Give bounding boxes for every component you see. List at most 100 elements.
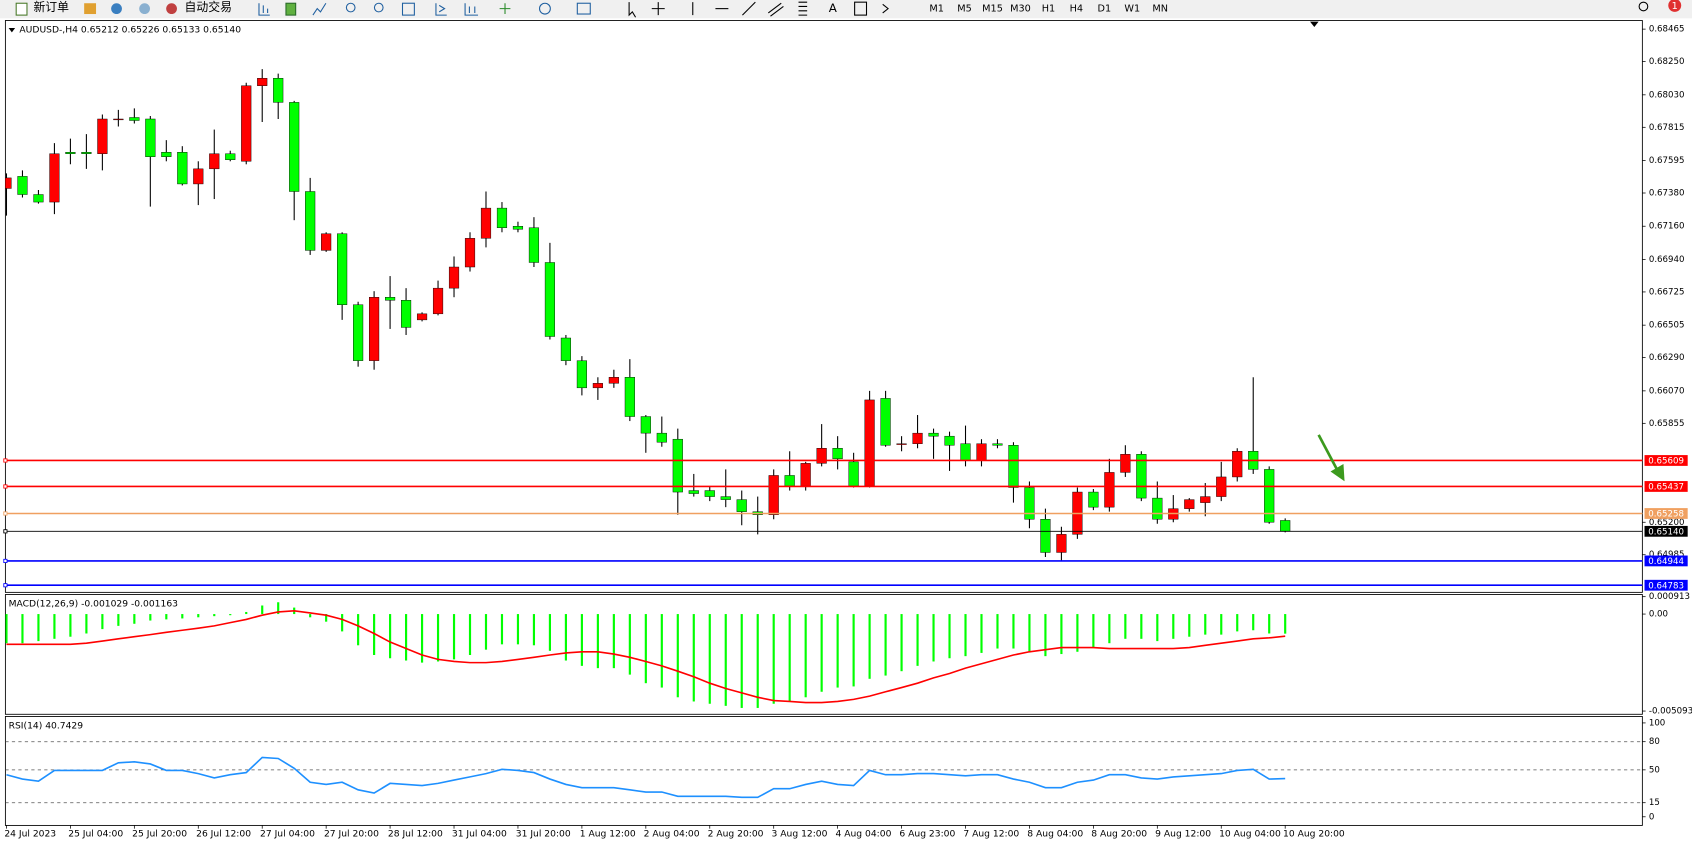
x-tick-label: 24 Jul 2023: [4, 829, 56, 840]
arrows-icon[interactable]: [882, 3, 889, 14]
level-handle[interactable]: [3, 484, 8, 489]
candle-body: [5, 177, 12, 189]
candle-body: [1152, 497, 1163, 520]
indicators-icon[interactable]: [499, 3, 511, 15]
toolbar-icon[interactable]: [111, 3, 122, 15]
zoom-in-icon[interactable]: [345, 2, 356, 13]
y-tick-label: 80: [1649, 737, 1660, 747]
auto-trading-button[interactable]: 自动交易: [166, 0, 232, 14]
label-icon[interactable]: [854, 1, 868, 16]
x-tick-label: 2 Aug 20:00: [708, 829, 764, 840]
timeframe-button[interactable]: H1: [1042, 4, 1055, 15]
chart-panel: 0.68465 0.68250 0.68030 0.67815 0.67595 0.673…: [3, 20, 1688, 593]
candle-body: [880, 398, 891, 446]
candle-body: [960, 443, 971, 461]
histogram-bar: [389, 614, 392, 659]
y-tick-label: 0.67595: [1649, 156, 1685, 166]
candle-body: [608, 377, 619, 384]
price-tag: [1644, 455, 1688, 466]
y-tick-label: -0.005093: [1649, 707, 1692, 717]
x-tick-label: 25 Jul 04:00: [68, 829, 123, 840]
timeframe-button[interactable]: M1: [929, 4, 944, 15]
histogram-bar: [820, 614, 823, 692]
y-tick-label: 0.64985: [1649, 550, 1685, 560]
y-tick-label: 0.000913: [1649, 592, 1690, 602]
timeframe-button[interactable]: D1: [1098, 4, 1112, 15]
price-tag-label: 0.65609: [1648, 457, 1684, 467]
candle-body: [337, 233, 348, 305]
level-handle[interactable]: [3, 583, 8, 588]
histogram-bar: [420, 614, 424, 663]
level-handle[interactable]: [3, 511, 8, 516]
timeframe-button[interactable]: MN: [1152, 4, 1168, 15]
timeframe-button[interactable]: W1: [1124, 4, 1140, 15]
candle-body: [640, 416, 651, 434]
candle-body: [784, 475, 795, 487]
candle-body: [289, 102, 300, 192]
histogram-bar: [436, 614, 440, 662]
line-chart-icon[interactable]: [312, 2, 327, 16]
candle-body: [720, 496, 731, 500]
toolbar-icon[interactable]: [139, 3, 150, 15]
histogram-bar: [181, 614, 184, 619]
timeframe-button[interactable]: M30: [1010, 4, 1031, 15]
timeframe-button[interactable]: H4: [1070, 4, 1083, 15]
timeframe-button[interactable]: M5: [957, 4, 972, 15]
candle-body: [369, 297, 380, 361]
cursor-icon[interactable]: [628, 2, 637, 18]
histogram-bar: [404, 614, 408, 661]
zoom-out-icon[interactable]: [373, 2, 384, 13]
histogram-bar: [836, 614, 839, 688]
templates-icon[interactable]: [576, 2, 591, 15]
level-handle[interactable]: [3, 458, 8, 463]
candle-body: [49, 153, 60, 203]
channel-icon[interactable]: [767, 2, 784, 17]
alerts-badge[interactable]: 1: [1668, 0, 1682, 12]
candle-body: [864, 399, 875, 487]
histogram-bar: [900, 614, 903, 672]
price-tag: [1644, 555, 1688, 567]
candle-body: [560, 337, 571, 361]
candle-body: [161, 152, 172, 157]
x-tick-label: 7 Aug 12:00: [963, 829, 1019, 840]
tile-icon[interactable]: [401, 2, 415, 16]
histogram-bar: [117, 614, 120, 626]
candle-body: [656, 432, 667, 443]
histogram-bar: [325, 614, 328, 622]
periods-icon[interactable]: [539, 2, 551, 15]
histogram-bar: [804, 614, 807, 698]
crosshair-icon[interactable]: [651, 2, 665, 16]
search-icon[interactable]: [1638, 1, 1649, 12]
x-tick-label: 31 Jul 04:00: [452, 829, 507, 840]
candles-icon[interactable]: [285, 2, 297, 16]
x-tick-label: 6 Aug 23:00: [899, 829, 955, 840]
bar-chart-icon[interactable]: [258, 3, 270, 16]
candle-body: [416, 313, 428, 321]
candle-body: [544, 262, 555, 337]
histogram-bar: [133, 614, 136, 624]
text-tool[interactable]: A: [829, 1, 838, 15]
level-handle[interactable]: [3, 558, 8, 563]
new-order-button[interactable]: 新订单: [15, 0, 69, 16]
toolbar-icon[interactable]: [84, 3, 97, 15]
candle-body: [145, 118, 156, 157]
candle-body: [33, 194, 44, 203]
autoscroll-icon[interactable]: [435, 3, 447, 16]
panel-title: RSI(14) 40.7429: [9, 721, 84, 732]
x-tick-label: 10 Aug 04:00: [1219, 829, 1281, 840]
candle-body: [1136, 454, 1147, 499]
histogram-bar: [1028, 614, 1031, 652]
candle-body: [704, 490, 715, 497]
candle-body: [257, 78, 268, 86]
timeframe-button[interactable]: M15: [982, 4, 1003, 15]
toolbar-icons: [258, 1, 1649, 18]
chart-shift-icon[interactable]: [464, 3, 479, 16]
candle-body: [17, 176, 28, 195]
trendline-icon[interactable]: [742, 1, 756, 16]
level-handle[interactable]: [3, 529, 8, 534]
fibo-icon[interactable]: [798, 1, 808, 16]
histogram-bar: [1172, 614, 1175, 639]
candle-body: [305, 191, 316, 251]
plot-area: [5, 602, 1287, 708]
